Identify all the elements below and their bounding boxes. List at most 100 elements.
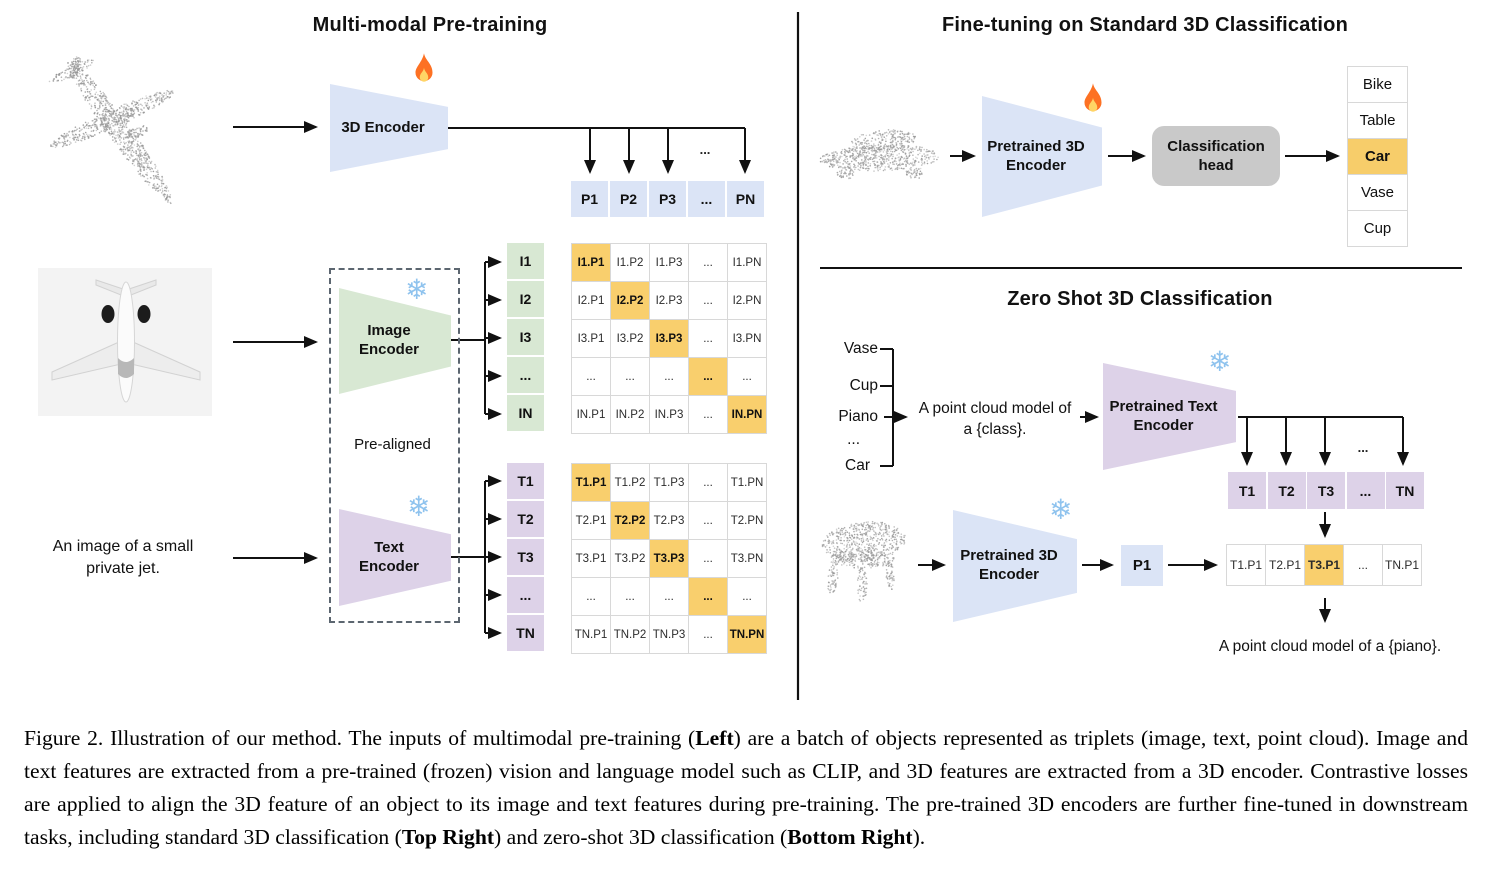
matrix-cell-4-3: ...: [650, 578, 689, 616]
matrix-cell-4-1: ...: [572, 358, 611, 396]
class-item-2: Table: [1348, 103, 1408, 139]
t-label-4: ...: [507, 577, 544, 613]
matrix-cell-1-1: I1.P1: [572, 244, 611, 282]
zs-class-ellipsis: ...: [847, 431, 860, 448]
matrix-cell-5-5: IN.PN: [728, 396, 767, 434]
pre-aligned-label: Pre-aligned: [354, 436, 431, 453]
p-feature-row: P1 P2 P3... PN: [571, 181, 764, 217]
sim-cell-2: T2.P1: [1266, 545, 1305, 586]
zs-pretrained-3d-encoder-label: Pretrained 3D Encoder: [960, 547, 1058, 583]
text-point-similarity-matrix: T1.P1 T1.P2 T1.P3... T1.PN T2.P1 T2.P2 T2.P3..…: [571, 463, 767, 654]
zs-result-text: A point cloud model of a {piano}.: [1218, 638, 1442, 655]
matrix-cell-1-2: T1.P2: [611, 464, 650, 502]
caption-segment: ) are a batch of objects represented as …: [24, 726, 1468, 849]
zs-t-cell-1: T1: [1228, 472, 1266, 509]
p-cell-4: ...: [688, 181, 725, 217]
matrix-cell-4-5: ...: [728, 578, 767, 616]
zs-pretrained-3d-encoder: Pretrained 3D Encoder: [953, 510, 1077, 622]
sim-cell-5: TN.P1: [1383, 545, 1422, 586]
zs-arrow-ellipsis: ...: [1357, 440, 1369, 455]
matrix-cell-2-5: I2.PN: [728, 282, 767, 320]
zs-class-vase: Vase: [843, 340, 878, 357]
snowflake-icon: ❄: [1049, 494, 1073, 525]
t-label-5: TN: [507, 615, 544, 651]
caption-segment: Figure 2. Illustration of our method. Th…: [24, 726, 696, 750]
matrix-cell-4-4: ...: [689, 578, 728, 616]
fire-icon: [415, 53, 433, 82]
matrix-cell-5-4: ...: [689, 396, 728, 434]
zs-class-piano: Piano: [838, 408, 878, 425]
caption-bold-bottom-right: Bottom Right: [787, 825, 913, 849]
zs-t-cell-3: T3: [1307, 472, 1345, 509]
snowflake-icon: ❄: [405, 274, 429, 305]
image-feature-labels: I1 I2 I3... IN: [507, 243, 544, 431]
matrix-cell-4-1: ...: [572, 578, 611, 616]
matrix-cell-5-1: IN.P1: [572, 396, 611, 434]
airplane-point-cloud: [48, 56, 174, 205]
matrix-cell-2-1: I2.P1: [572, 282, 611, 320]
caption-bold-top-right: Top Right: [401, 825, 495, 849]
matrix-cell-3-3: T3.P3: [650, 540, 689, 578]
classification-head-label: Classification head: [1167, 137, 1265, 175]
matrix-cell-3-5: I3.PN: [728, 320, 767, 358]
matrix-cell-2-4: ...: [689, 282, 728, 320]
matrix-cell-2-1: T2.P1: [572, 502, 611, 540]
matrix-cell-3-2: I3.P2: [611, 320, 650, 358]
p-cell-5: PN: [727, 181, 764, 217]
matrix-cell-1-2: I1.P2: [611, 244, 650, 282]
class-list: Bike Table Car Vase Cup: [1347, 66, 1408, 247]
matrix-cell-5-5: TN.PN: [728, 616, 767, 654]
zs-t-cell-2: T2: [1267, 472, 1306, 509]
classification-head: Classification head: [1152, 126, 1280, 186]
text-encoder-label: Text Encoder: [358, 538, 419, 575]
jet-photo: [38, 268, 212, 416]
class-item-5: Cup: [1348, 211, 1408, 247]
matrix-cell-5-3: IN.P3: [650, 396, 689, 434]
pretrained-text-encoder-label: Pretrained Text Encoder: [1109, 397, 1218, 434]
matrix-cell-4-2: ...: [611, 358, 650, 396]
matrix-cell-1-1: T1.P1: [572, 464, 611, 502]
class-item-3: Car: [1348, 139, 1408, 175]
pretraining-title: Multi-modal Pre-training: [312, 14, 548, 36]
sim-cell-1: T1.P1: [1227, 545, 1266, 586]
t-label-2: T2: [507, 501, 544, 537]
matrix-cell-4-5: ...: [728, 358, 767, 396]
class-item-1: Bike: [1348, 67, 1408, 103]
encoder-3d: 3D Encoder: [330, 84, 448, 172]
matrix-cell-4-2: ...: [611, 578, 650, 616]
snowflake-icon: ❄: [1208, 346, 1232, 377]
matrix-cell-5-3: TN.P3: [650, 616, 689, 654]
matrix-cell-5-2: TN.P2: [611, 616, 650, 654]
matrix-cell-2-3: T2.P3: [650, 502, 689, 540]
p1-feature-cell: P1: [1121, 545, 1163, 586]
matrix-cell-3-3: I3.P3: [650, 320, 689, 358]
caption-bold-left: Left: [695, 726, 734, 750]
matrix-cell-1-3: I1.P3: [650, 244, 689, 282]
text-input: An image of a small private jet.: [52, 538, 194, 578]
matrix-cell-1-4: ...: [689, 244, 728, 282]
fire-icon: [1084, 83, 1102, 112]
caption-segment: ).: [912, 825, 926, 849]
pre-aligned-box: [329, 268, 460, 623]
i-label-4: ...: [507, 357, 544, 393]
zs-similarity-row: T1.P1 T2.P1 T3.P1... TN.P1: [1226, 544, 1422, 586]
matrix-cell-2-2: I2.P2: [611, 282, 650, 320]
caption-segment: ) and zero-shot 3D classification (: [494, 825, 788, 849]
image-point-similarity-matrix: I1.P1 I1.P2 I1.P3... I1.PN I2.P1 I2.P2 I2.P3..…: [571, 243, 767, 434]
matrix-cell-1-5: T1.PN: [728, 464, 767, 502]
i-label-2: I2: [507, 281, 544, 317]
sim-cell-4: ...: [1344, 545, 1383, 586]
matrix-cell-3-5: T3.PN: [728, 540, 767, 578]
class-item-4: Vase: [1348, 175, 1408, 211]
matrix-cell-1-3: T1.P3: [650, 464, 689, 502]
p-cell-1: P1: [571, 181, 608, 217]
matrix-cell-3-1: T3.P1: [572, 540, 611, 578]
matrix-cell-3-4: ...: [689, 540, 728, 578]
matrix-cell-2-5: T2.PN: [728, 502, 767, 540]
zs-text-feature-row: T1 T2 T3... TN: [1228, 472, 1424, 509]
p-cell-3: P3: [649, 181, 686, 217]
zs-t-cell-5: TN: [1386, 472, 1424, 509]
text-feature-labels: T1 T2 T3... TN: [507, 463, 544, 651]
figure-caption: Figure 2. Illustration of our method. Th…: [24, 722, 1468, 854]
pretrained-text-encoder: Pretrained Text Encoder: [1103, 363, 1236, 470]
